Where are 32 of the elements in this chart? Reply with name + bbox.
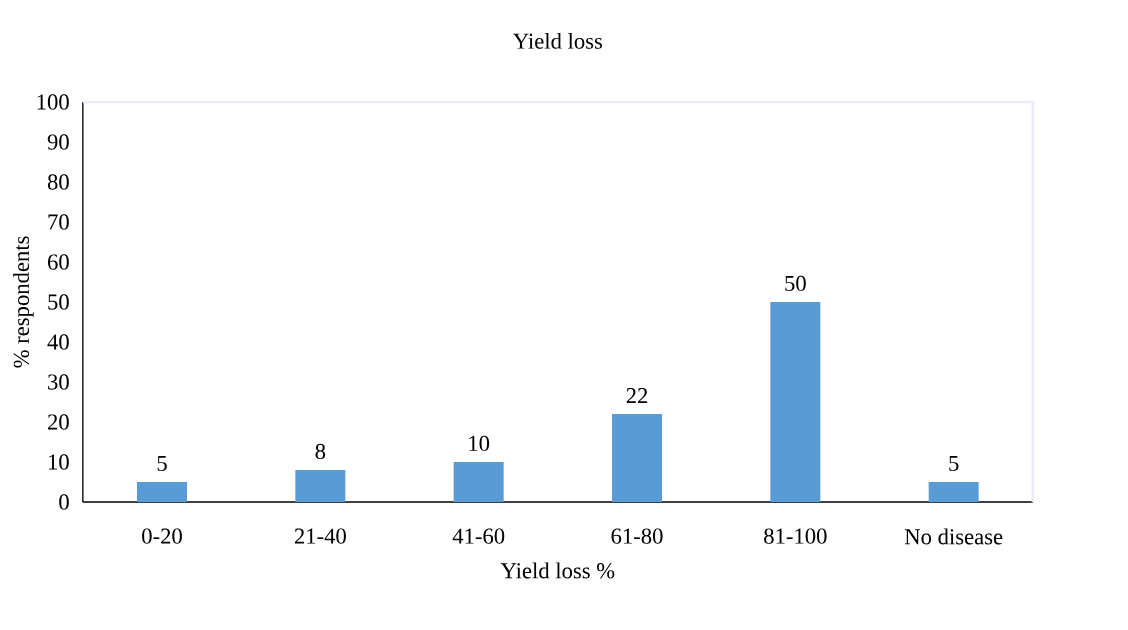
y-axis-title: % respondents: [13, 236, 34, 368]
x-tick-label: 81-100: [764, 528, 827, 544]
y-tick-label: 0: [59, 494, 69, 510]
x-tick-label: 41-60: [452, 528, 505, 544]
data-label: 5: [949, 455, 959, 472]
x-tick-label: No disease: [904, 528, 1003, 545]
y-tick-label: 10: [49, 454, 69, 470]
x-axis-title: Yield loss %: [500, 562, 615, 579]
bar: [295, 469, 346, 502]
y-tick-label: 30: [48, 374, 69, 390]
y-tick-label: 70: [48, 214, 69, 230]
y-tick-label: 80: [47, 174, 69, 190]
x-tick-label: 0-20: [142, 528, 182, 544]
bar: [612, 413, 663, 502]
y-tick-label: 60: [48, 254, 69, 270]
x-tick-label: 61-80: [611, 528, 663, 544]
chart-title: Yield loss: [513, 32, 603, 49]
data-label: 5: [157, 455, 167, 472]
bar: [928, 481, 979, 502]
bar: [137, 481, 188, 502]
data-label: 8: [315, 443, 326, 460]
data-label: 10: [469, 435, 490, 452]
y-tick-label: 40: [47, 334, 69, 350]
data-label: 50: [785, 275, 806, 292]
y-tick-label: 100: [37, 94, 69, 110]
bar: [770, 301, 821, 502]
data-label: 22: [626, 388, 648, 404]
y-tick-label: 20: [48, 414, 69, 430]
y-tick-label: 50: [48, 294, 69, 310]
y-tick-label: 90: [47, 134, 69, 150]
x-tick-label: 21-40: [294, 528, 346, 544]
bar: [453, 461, 504, 502]
